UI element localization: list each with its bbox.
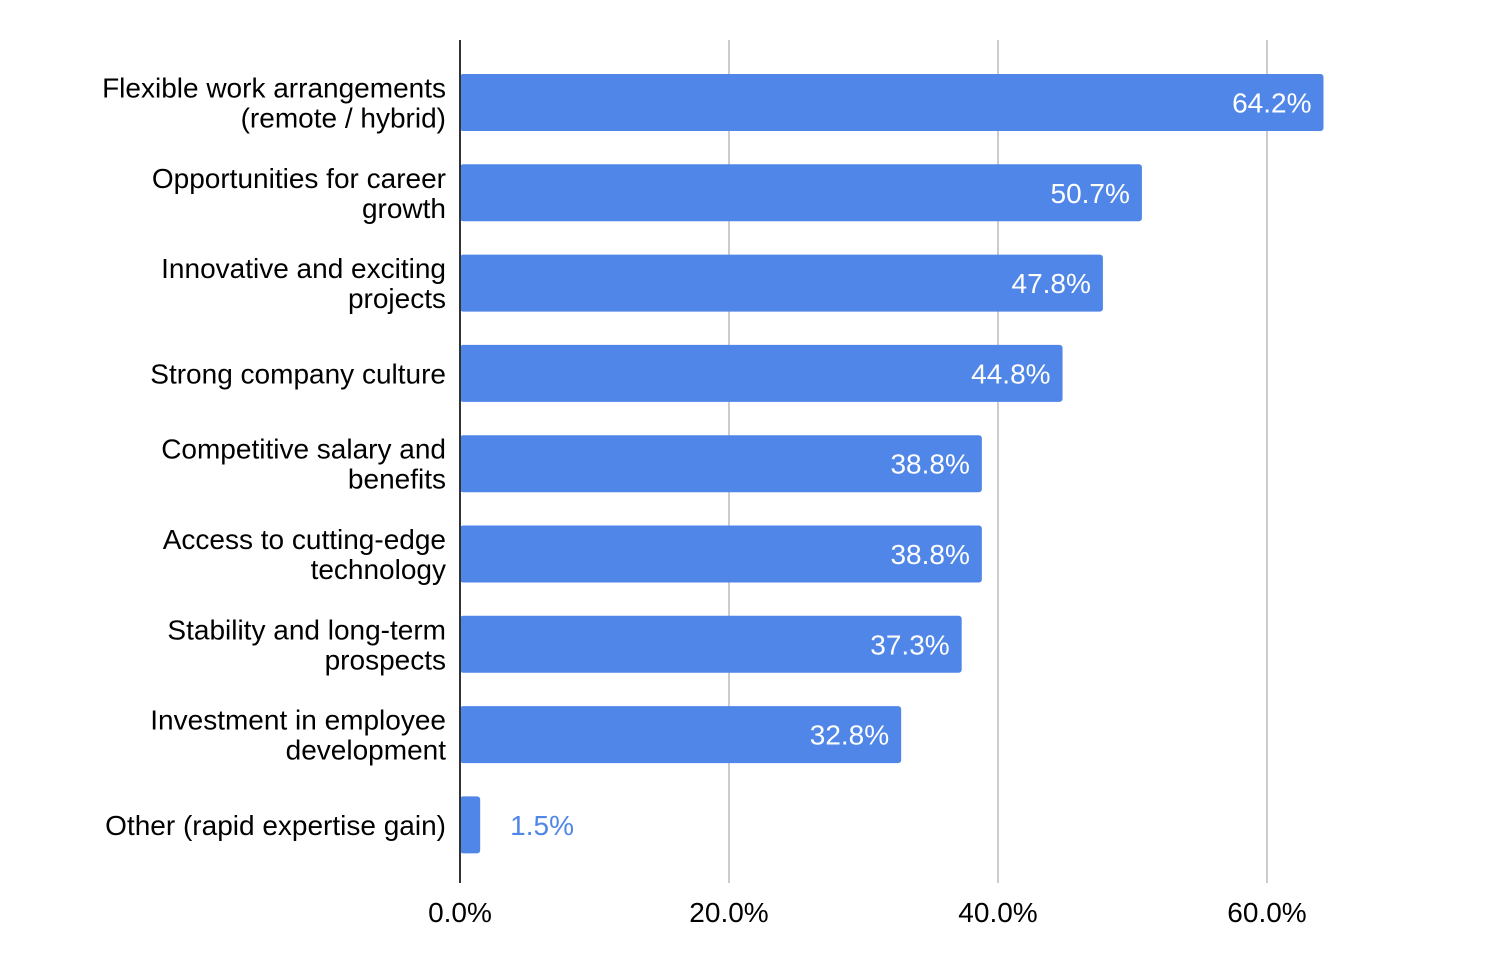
category-label: Competitive salary and benefits	[161, 434, 446, 495]
category-label-line: (remote / hybrid)	[241, 103, 446, 134]
category-label-line: Opportunities for career	[152, 163, 446, 194]
data-label: 38.8%	[890, 449, 969, 480]
category-label-line: projects	[348, 283, 446, 314]
category-label-line: Competitive salary and	[161, 434, 446, 465]
category-label-line: development	[286, 735, 447, 766]
category-label-line: growth	[362, 193, 446, 224]
bar	[460, 164, 1142, 222]
data-labels: 64.2% 50.7% 47.8% 44.8% 38.8% 38.8% 37.3% 32.8%…	[510, 88, 1311, 841]
category-label: Innovative and exciting projects	[161, 253, 446, 314]
data-label: 44.8%	[971, 358, 1050, 389]
category-label: Stability and long-term prospects	[167, 614, 446, 675]
x-tick-label: 60.0%	[1227, 897, 1306, 928]
category-label: Access to cutting-edge technology	[163, 524, 446, 585]
x-tick-label: 40.0%	[958, 897, 1037, 928]
data-label: 1.5%	[510, 810, 574, 841]
category-label: Opportunities for career growth	[152, 163, 446, 224]
category-labels: Flexible work arrangements (remote / hybr…	[102, 73, 446, 841]
bars	[460, 74, 1324, 854]
x-tick-label: 20.0%	[689, 897, 768, 928]
data-label: 32.8%	[810, 720, 889, 751]
data-label: 50.7%	[1051, 178, 1130, 209]
category-label-line: prospects	[325, 644, 446, 675]
data-label: 38.8%	[890, 539, 969, 570]
category-label-line: Investment in employee	[150, 705, 446, 736]
bar	[460, 435, 982, 493]
bar	[460, 254, 1103, 312]
category-label-line: technology	[311, 554, 446, 585]
category-label: Other (rapid expertise gain)	[105, 810, 446, 841]
data-label: 37.3%	[870, 629, 949, 660]
bar	[460, 615, 962, 673]
category-label-line: Flexible work arrangements	[102, 73, 446, 104]
data-label: 47.8%	[1012, 268, 1091, 299]
bar	[460, 796, 481, 854]
category-label-line: Stability and long-term	[167, 614, 446, 645]
category-label: Investment in employee development	[150, 705, 446, 766]
category-label: Flexible work arrangements (remote / hybr…	[102, 73, 446, 134]
category-label-line: benefits	[348, 464, 446, 495]
category-label: Strong company culture	[150, 358, 446, 389]
bar	[460, 706, 902, 764]
category-label-line: Other (rapid expertise gain)	[105, 810, 446, 841]
category-label-line: Innovative and exciting	[161, 253, 446, 284]
bar	[460, 74, 1324, 131]
data-label: 64.2%	[1232, 88, 1311, 119]
category-label-line: Strong company culture	[150, 358, 446, 389]
tick-labels: 0.0% 20.0% 40.0% 60.0%	[428, 897, 1307, 928]
bar	[460, 525, 982, 583]
x-tick-label: 0.0%	[428, 897, 492, 928]
category-label-line: Access to cutting-edge	[163, 524, 446, 555]
bar	[460, 344, 1063, 402]
